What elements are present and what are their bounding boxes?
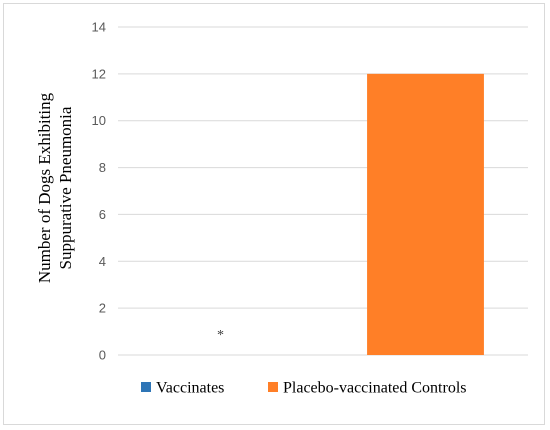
y-tick-label-14: 14: [92, 20, 106, 35]
annotations: *: [217, 328, 224, 343]
y-tick-label-8: 8: [99, 160, 106, 175]
legend-swatch-1: [268, 382, 278, 392]
y-axis-title-line-1: Number of Dogs Exhibiting: [35, 92, 54, 283]
legend-swatch-0: [141, 382, 151, 392]
y-tick-label-2: 2: [99, 301, 106, 316]
legend: Vaccinates Placebo-vaccinated Controls: [141, 380, 467, 397]
y-axis-title-line-2: Suppurative Pneumonia: [56, 106, 75, 269]
bar-placebo-vaccinated-controls: [367, 73, 484, 355]
y-tick-label-6: 6: [99, 207, 106, 222]
annotation-asterisk: *: [217, 328, 224, 343]
legend-label-0: Vaccinates: [156, 380, 224, 397]
y-tick-label-4: 4: [99, 254, 106, 269]
y-axis-ticks: 0 2 4 6 8 10 12 14: [92, 20, 106, 363]
y-tick-label-0: 0: [99, 348, 106, 363]
y-tick-label-12: 12: [92, 66, 106, 81]
y-tick-label-10: 10: [92, 113, 106, 128]
legend-label-1: Placebo-vaccinated Controls: [283, 380, 467, 397]
bars: [367, 73, 484, 355]
